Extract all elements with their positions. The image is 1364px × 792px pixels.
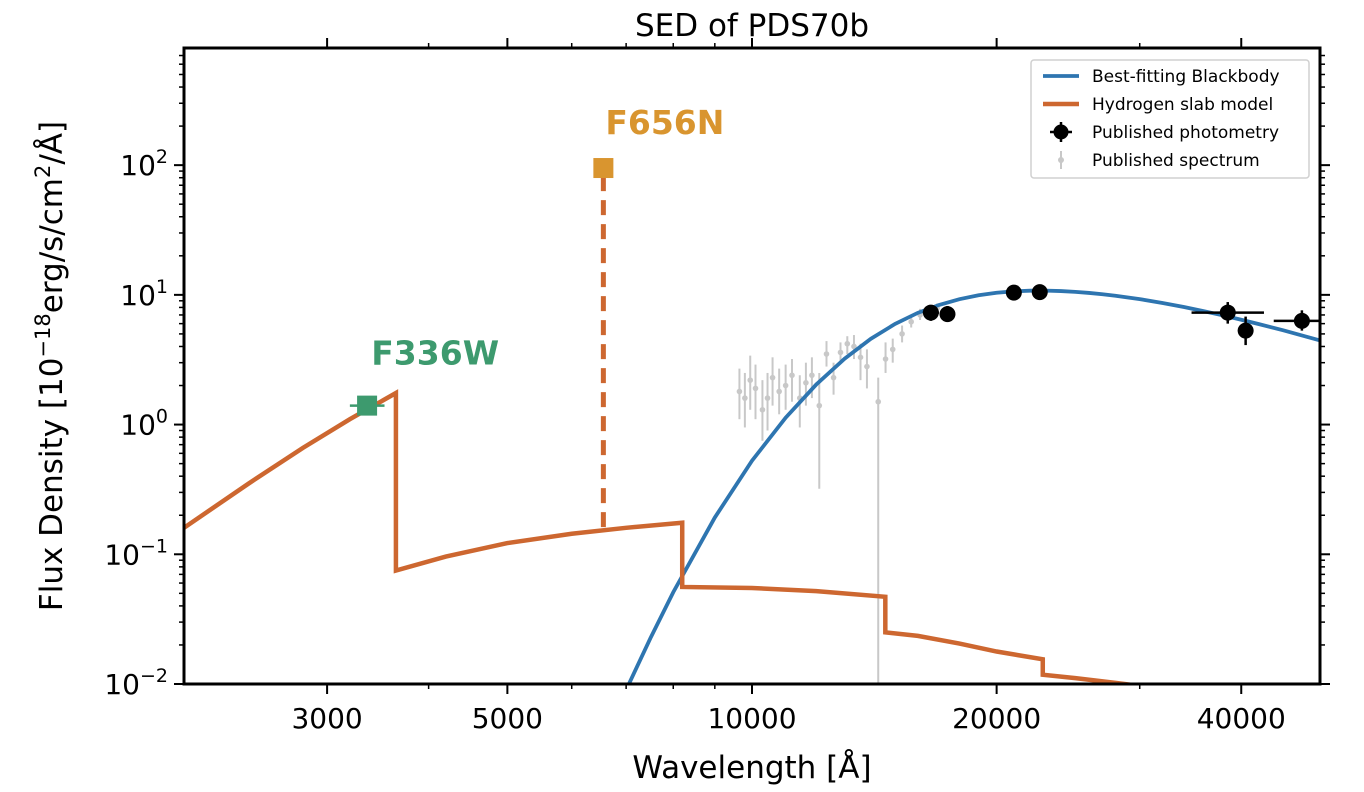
spectrum-point: [889, 346, 896, 353]
spectrum-point: [809, 372, 815, 379]
y-axis-label: Flux Density [10−18erg/s/cm2/Å]: [31, 121, 70, 611]
spectrum-layer: [736, 303, 940, 684]
spectrum-point: [875, 398, 882, 405]
spectrum-point: [769, 374, 776, 381]
y-tick-label: 101: [120, 276, 168, 312]
legend-box: [1030, 59, 1310, 179]
spectrum-point: [816, 402, 823, 409]
spectrum-point: [789, 372, 795, 379]
y-tick-label: 102: [120, 146, 168, 182]
y-tick-label: 100: [120, 406, 168, 442]
spectrum-point: [823, 351, 830, 357]
spectrum-point: [776, 388, 782, 395]
x-axis-label: Wavelength [Å]: [632, 750, 871, 786]
x-tick-label: 5000: [472, 702, 543, 735]
x-tick-label: 40000: [1197, 702, 1286, 735]
y-axis-ticks: 10−2 10−1 100 101 102: [104, 54, 1330, 701]
spectrum-point: [882, 356, 889, 362]
spectrum-point: [830, 374, 837, 381]
spectrum-point: [742, 395, 748, 401]
spectrum-point: [851, 343, 857, 350]
legend-swatch-photometry: [1053, 124, 1069, 140]
f656n-label: F656N: [605, 103, 724, 142]
photometry-point: [1031, 284, 1048, 301]
plot-area: [184, 158, 1320, 684]
f336w-label: F336W: [371, 333, 499, 372]
photometry-point: [1005, 284, 1022, 301]
photometry-point: [922, 304, 939, 321]
x-tick-label: 20000: [952, 702, 1041, 735]
spectrum-point: [837, 349, 844, 356]
legend-label-slab: Hydrogen slab model: [1092, 95, 1273, 115]
legend-label-blackbody: Best-fitting Blackbody: [1092, 67, 1280, 87]
legend-label-spectrum: Published spectrum: [1092, 151, 1260, 171]
spectrum-point: [803, 379, 809, 386]
legend-item-blackbody: Best-fitting Blackbody: [1043, 67, 1280, 87]
x-tick-label: 3000: [291, 702, 362, 735]
spectrum-point: [747, 377, 754, 383]
x-axis-ticks: 3000 5000 10000 20000 40000: [291, 38, 1286, 735]
spectrum-point: [864, 363, 870, 370]
legend-item-spectrum: Published spectrum: [1058, 151, 1260, 171]
photometry-point: [939, 306, 956, 323]
spectrum-point: [764, 395, 771, 401]
legend-swatch-spectrum: [1058, 157, 1064, 163]
x-tick-label: 10000: [707, 702, 796, 735]
blackbody-curve: [626, 288, 1320, 684]
photometry-point: [1237, 322, 1254, 339]
legend-item-slab: Hydrogen slab model: [1043, 95, 1273, 115]
spectrum-point: [899, 331, 905, 337]
photometry-point: [1293, 312, 1310, 329]
photometry-point: [1219, 304, 1236, 321]
legend: Best-fitting Blackbody Hydrogen slab mod…: [1030, 59, 1310, 179]
spectrum-point: [857, 354, 864, 361]
spectrum-point: [782, 382, 789, 389]
y-tick-label: 10−2: [104, 665, 168, 701]
f336w-marker: [357, 395, 378, 416]
hydrogen-slab-curve: [184, 389, 1143, 684]
spectrum-point: [736, 388, 743, 395]
spectrum-point: [844, 340, 851, 347]
legend-item-photometry: Published photometry: [1050, 122, 1279, 143]
f656n-marker: [593, 158, 614, 179]
photometry-layer: [922, 284, 1320, 346]
spectrum-point: [908, 318, 914, 325]
spectrum-point: [752, 385, 759, 392]
spectrum-point: [759, 406, 766, 413]
y-tick-label: 10−1: [104, 535, 168, 571]
legend-label-photometry: Published photometry: [1092, 123, 1279, 143]
